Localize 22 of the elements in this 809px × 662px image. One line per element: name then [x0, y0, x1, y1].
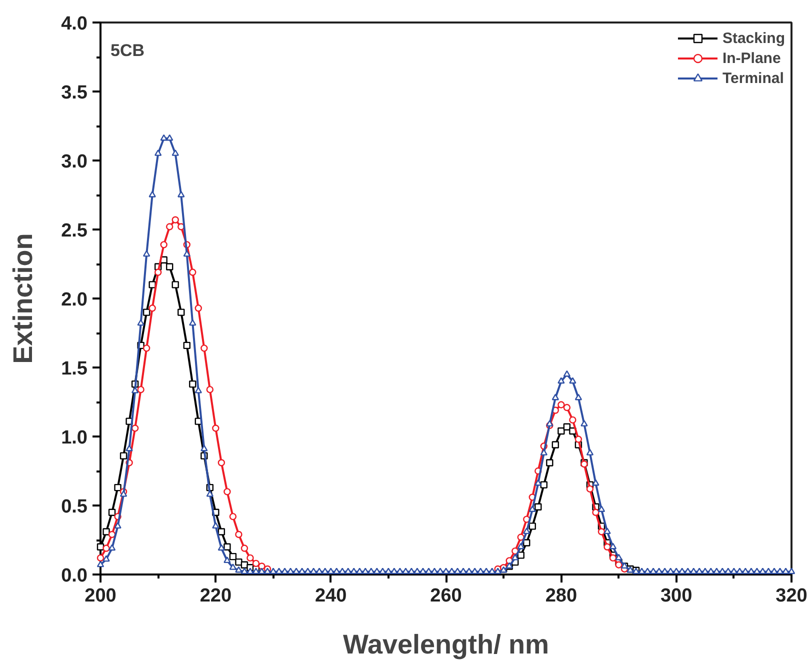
annotation: 5CB — [110, 41, 145, 60]
x-tick-label: 320 — [776, 586, 808, 606]
y-tick-label: 4.0 — [61, 14, 88, 34]
y-axis-title: Extinction — [8, 233, 38, 364]
legend-label: Terminal — [722, 70, 784, 86]
x-tick-label: 260 — [430, 586, 462, 606]
y-tick-label: 0.0 — [61, 566, 88, 586]
y-tick-label: 1.5 — [61, 358, 88, 380]
x-tick-label: 220 — [200, 586, 232, 606]
y-tick-label: 3.0 — [61, 152, 88, 172]
x-tick-label: 200 — [84, 586, 116, 606]
legend-label: In-Plane — [722, 50, 781, 66]
y-tick-label: 2.0 — [61, 290, 88, 310]
x-tick-label: 300 — [660, 586, 692, 606]
x-axis-title: Wavelength/ nm — [342, 630, 550, 660]
y-tick-label: 3.5 — [61, 82, 88, 104]
y-tick-label: 1.0 — [61, 428, 88, 448]
y-tick-label: 0.5 — [61, 496, 88, 518]
legend-label: Stacking — [722, 30, 785, 46]
y-tick-label: 2.5 — [61, 220, 88, 242]
x-tick-label: 240 — [314, 586, 347, 606]
x-tick-label: 280 — [545, 586, 578, 606]
